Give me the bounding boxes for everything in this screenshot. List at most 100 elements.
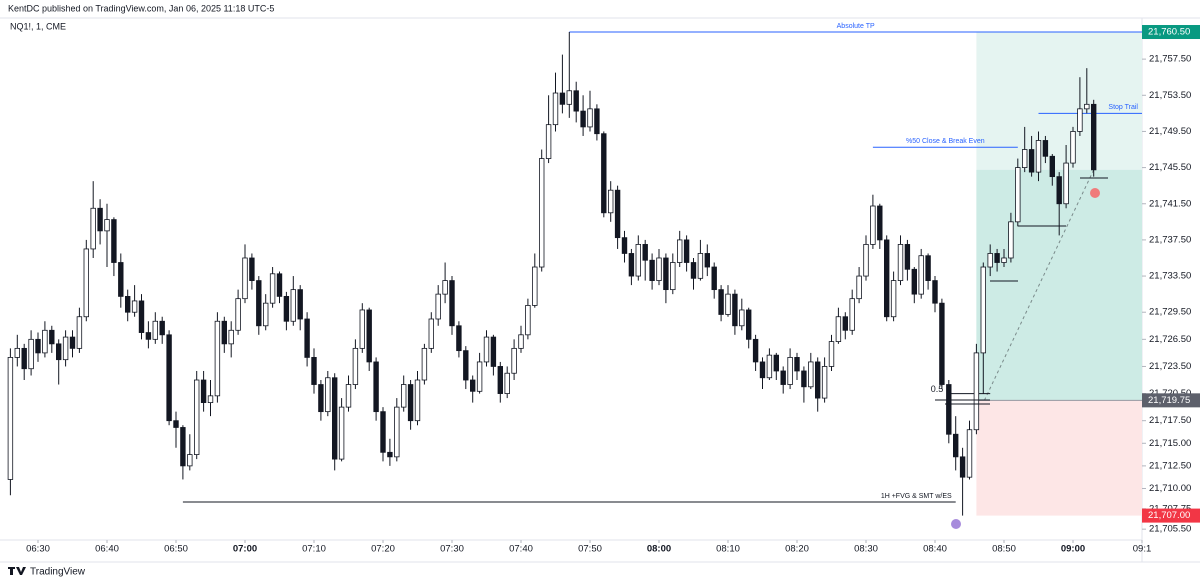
candle-body [642, 244, 648, 261]
candle-body [476, 361, 483, 392]
candle-body [525, 305, 531, 336]
candle-body [987, 253, 993, 268]
candle-body [442, 280, 448, 295]
candle-body [200, 379, 207, 404]
candle-body [746, 309, 752, 340]
candle-body [400, 384, 407, 408]
candle-body [331, 377, 338, 460]
candle-body [1022, 149, 1028, 168]
candle-body [380, 411, 386, 453]
candle-body [835, 316, 842, 342]
y-tick-label: 21,712.50 [1149, 460, 1191, 471]
candle-body [759, 361, 766, 379]
candle-body [125, 295, 131, 313]
x-tick-label: 08:20 [785, 544, 809, 555]
candle-body [173, 420, 179, 428]
candle-body [1001, 257, 1007, 263]
candle-body [980, 266, 986, 354]
y-tick-label: 21,749.50 [1149, 126, 1191, 137]
candle-body [325, 377, 331, 413]
candle-body [214, 320, 221, 397]
candle-body [1042, 140, 1049, 157]
annotation-label: Stop Trail [1108, 104, 1138, 111]
candle-body [532, 266, 538, 306]
x-tick-label: 08:30 [854, 544, 878, 555]
price-label: 21,719.75 [1148, 395, 1190, 406]
x-tick-label: 07:50 [578, 544, 602, 555]
candle-body [808, 361, 814, 388]
candle-body [207, 395, 214, 404]
candle-body [421, 347, 428, 381]
candle-body [414, 379, 421, 422]
candle-body [904, 244, 911, 270]
y-tick-label: 21,717.50 [1149, 415, 1191, 426]
candle-body [566, 90, 572, 105]
candle-body [718, 289, 724, 315]
candle-body [7, 357, 14, 480]
candle-body [1063, 162, 1069, 205]
candle-body [656, 257, 662, 281]
candle-body [559, 92, 566, 105]
candle-body [235, 298, 241, 331]
candle-body [42, 329, 48, 354]
x-tick-label: 07:20 [371, 544, 395, 555]
candle-body [28, 338, 34, 370]
candle-body [490, 336, 497, 367]
marker [951, 519, 961, 529]
candle-body [890, 280, 897, 318]
candle-body [959, 456, 966, 478]
candle-body [104, 219, 110, 232]
y-tick-label: 21,723.50 [1149, 361, 1191, 372]
candles [7, 32, 1097, 516]
annotation-label: Absolute TP [837, 23, 875, 30]
price-label: 21,760.50 [1148, 27, 1190, 38]
candle-body [946, 384, 952, 435]
candle-body [815, 361, 821, 399]
candle-body [732, 293, 738, 327]
y-tick-label: 21,705.50 [1149, 524, 1191, 535]
x-tick-label: 07:40 [509, 544, 533, 555]
candle-body [83, 248, 89, 318]
stop-zone [976, 400, 1142, 516]
candle-body [870, 205, 876, 245]
candle-body [304, 318, 310, 358]
candle-body [884, 239, 890, 318]
candle-body [311, 357, 317, 385]
candle-body [56, 343, 62, 361]
x-tick-label: 08:10 [716, 544, 740, 555]
trade-path [983, 169, 1095, 401]
footer: TradingView [30, 567, 86, 578]
candle-body [545, 124, 552, 159]
annotation-label: 1H +FVG & SMT w/ES [881, 493, 952, 500]
candle-body [159, 320, 165, 336]
candle-body [138, 300, 145, 333]
candle-body [1049, 155, 1055, 178]
candle-body [1035, 140, 1042, 173]
candle-body [932, 280, 938, 304]
candle-body [352, 347, 359, 385]
y-tick-label: 21,715.00 [1149, 438, 1191, 449]
candle-body [228, 329, 234, 345]
candle-body [518, 334, 524, 349]
candle-body [877, 205, 883, 241]
candle-body [1091, 103, 1097, 171]
candle-body [76, 316, 83, 349]
candle-body [1070, 131, 1076, 164]
candle-body [35, 338, 41, 354]
candle-body [21, 347, 27, 370]
candle-body [428, 318, 434, 349]
candle-body [145, 332, 152, 340]
candle-body [152, 320, 158, 340]
candle-body [794, 357, 800, 372]
annotation-label: %50 Close & Break Even [906, 138, 985, 145]
candle-body [614, 189, 621, 239]
candle-body [787, 357, 793, 385]
x-tick-label: 07:00 [233, 544, 257, 555]
candle-body [394, 406, 400, 458]
candle-body [49, 329, 55, 345]
candle-body [1028, 149, 1035, 173]
candle-body [842, 316, 848, 331]
x-tick-label: 06:30 [26, 544, 50, 555]
y-tick-label: 21,729.50 [1149, 307, 1191, 318]
